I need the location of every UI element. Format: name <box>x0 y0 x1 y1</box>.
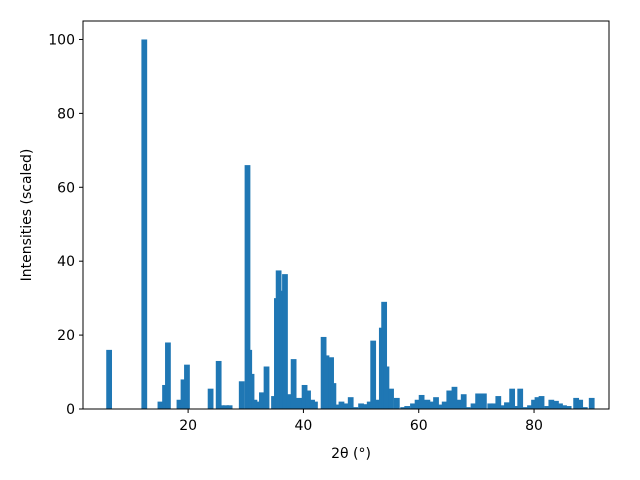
plot-frame <box>82 20 610 410</box>
bar <box>251 399 258 409</box>
bar <box>424 399 431 409</box>
bar <box>388 388 394 409</box>
bar <box>573 397 580 409</box>
bar <box>141 39 148 409</box>
bar <box>301 384 308 409</box>
y-tick-label: 0 <box>66 402 75 418</box>
bar <box>561 405 567 409</box>
bar <box>499 405 506 409</box>
bar <box>282 274 288 409</box>
bar <box>428 401 435 409</box>
y-axis-label: Intensities (scaled) <box>19 149 35 282</box>
bar <box>330 383 337 409</box>
bar <box>238 381 245 409</box>
bar <box>312 401 318 409</box>
y-tick-label: 20 <box>57 328 75 344</box>
bar <box>184 364 190 409</box>
y-tick-label: 80 <box>57 106 75 122</box>
bar <box>451 386 458 409</box>
bar <box>223 405 230 409</box>
bar <box>218 405 225 409</box>
bar <box>433 397 439 409</box>
bar <box>362 404 369 409</box>
bar <box>366 401 373 409</box>
y-tick-label: 40 <box>57 254 75 270</box>
bar <box>244 165 251 409</box>
bar <box>215 360 222 409</box>
bar <box>470 403 477 409</box>
bar <box>504 402 510 409</box>
bar <box>176 399 183 409</box>
bar <box>475 393 482 409</box>
bar <box>323 355 330 409</box>
bar <box>383 366 390 409</box>
bar <box>375 399 382 409</box>
bar <box>553 400 559 409</box>
bar <box>441 401 448 409</box>
bar <box>464 407 471 409</box>
bar <box>588 397 595 409</box>
bar <box>286 394 292 409</box>
bar <box>581 407 588 409</box>
bar <box>338 401 345 409</box>
bar <box>335 404 341 409</box>
bar <box>490 403 497 409</box>
bar <box>446 390 453 409</box>
bar <box>393 397 400 409</box>
bar <box>271 396 277 409</box>
bar <box>207 388 214 409</box>
bar <box>347 397 354 409</box>
x-tick-label: 40 <box>295 418 313 434</box>
bar <box>531 399 537 409</box>
bar <box>410 403 416 409</box>
bar <box>509 388 516 409</box>
bar <box>565 406 572 409</box>
bar <box>290 359 297 409</box>
bar <box>481 393 487 409</box>
bar <box>275 270 282 409</box>
bar <box>527 405 533 409</box>
bar <box>456 399 462 409</box>
bar <box>517 388 524 409</box>
bar <box>226 405 233 409</box>
bar <box>538 396 545 409</box>
bar <box>557 403 563 409</box>
bar <box>381 301 388 409</box>
bar <box>544 406 551 409</box>
bar <box>487 403 494 409</box>
bar <box>180 379 187 409</box>
bar <box>414 399 421 409</box>
bar <box>358 403 364 409</box>
bar <box>157 401 164 409</box>
bar <box>106 349 113 409</box>
x-tick-label: 60 <box>410 418 428 434</box>
bar <box>259 392 265 409</box>
bar <box>418 394 425 409</box>
bar <box>352 407 359 409</box>
bar <box>305 390 311 409</box>
bar <box>343 403 349 409</box>
bar <box>522 407 529 409</box>
bar <box>548 399 555 409</box>
bar <box>534 397 541 409</box>
bar <box>577 399 584 409</box>
bar <box>495 396 502 409</box>
x-axis-label: 2θ (°) <box>331 446 371 462</box>
bar <box>460 394 467 409</box>
bar <box>296 397 303 409</box>
bar <box>400 407 407 409</box>
y-tick-label: 60 <box>57 180 75 196</box>
y-tick-label: 100 <box>48 32 75 48</box>
bar <box>248 373 255 409</box>
bar <box>165 342 171 409</box>
bar <box>513 406 520 409</box>
x-tick-label: 20 <box>179 418 197 434</box>
x-tick-label: 80 <box>525 418 543 434</box>
bar <box>404 406 411 409</box>
bar <box>370 340 377 409</box>
bar <box>263 366 270 409</box>
bar <box>437 404 444 409</box>
